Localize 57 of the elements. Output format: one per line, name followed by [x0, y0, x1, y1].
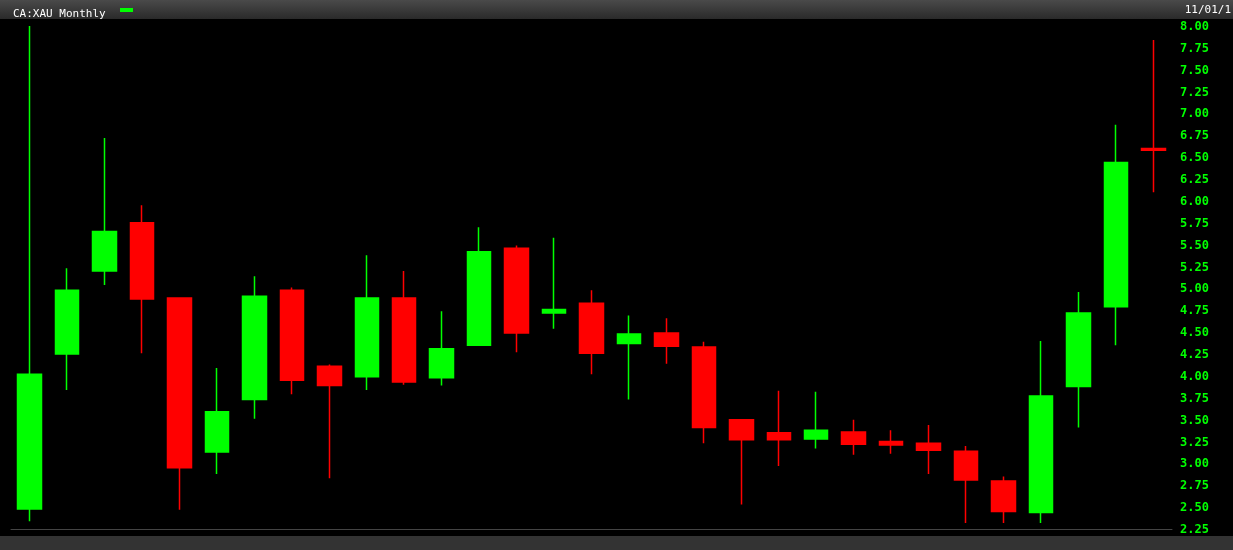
candlestick [1065, 291, 1092, 429]
y-tick-label: 7.00 [1180, 106, 1209, 121]
candlestick [691, 341, 717, 445]
text: 11/01/1 [1184, 3, 1231, 16]
candlestick [391, 270, 417, 386]
y-tick-label: 3.75 [1180, 390, 1209, 405]
y-tick-label: 4.75 [1180, 303, 1209, 318]
y-tick-label: 5.50 [1180, 237, 1209, 252]
y-tick-label: 3.50 [1180, 412, 1209, 427]
candlestick [279, 286, 305, 396]
candlestick [16, 25, 43, 522]
candlestick [129, 204, 155, 354]
candlestick [990, 475, 1017, 524]
y-tick-label: 3.00 [1180, 456, 1209, 471]
candlestick [915, 424, 942, 475]
candlestick [466, 226, 492, 347]
candlestick [766, 390, 792, 467]
y-tick-label: 2.75 [1180, 478, 1209, 493]
y-tick-label: 7.75 [1180, 40, 1209, 55]
y-tick-label: 4.25 [1180, 347, 1209, 362]
y-tick-label: 7.50 [1180, 62, 1209, 77]
y-tick-label: 6.50 [1180, 150, 1209, 165]
candlestick [166, 297, 193, 511]
chart-title: CA:XAU Monthly [13, 7, 107, 20]
y-tick-label: 6.25 [1180, 172, 1209, 187]
candlestick [541, 236, 567, 330]
y-tick-label: 5.75 [1180, 215, 1209, 230]
y-tick-label: 6.00 [1180, 193, 1209, 208]
candlestick [316, 363, 343, 480]
candlestick [616, 314, 642, 401]
y-tick-label: 5.25 [1180, 259, 1209, 274]
candlestick [953, 445, 979, 524]
candlestick [354, 254, 380, 391]
candlestick [503, 244, 530, 354]
y-tick-label: 8.00 [1180, 19, 1209, 33]
candlestick [803, 390, 829, 450]
y-tick-label: 6.75 [1180, 128, 1209, 143]
candlestick [204, 367, 230, 475]
y-tick-label: 3.25 [1180, 434, 1209, 449]
candlestick [878, 429, 904, 455]
y-tick-label: 5.00 [1180, 281, 1209, 296]
y-tick-label: 4.50 [1180, 325, 1209, 340]
candlestick [428, 310, 455, 387]
candlestick [241, 275, 268, 420]
candlestick [728, 418, 755, 506]
candlestick [653, 317, 680, 365]
candlestick [54, 267, 80, 391]
candlestick [1028, 340, 1054, 524]
y-tick-label: 4.00 [1180, 368, 1209, 383]
candlestick [578, 289, 605, 375]
candlestick [1140, 39, 1167, 193]
y-tick-label: 7.25 [1180, 84, 1209, 99]
candlestick [91, 137, 118, 286]
y-tick-label: 2.25 [1180, 522, 1209, 536]
y-tick-label: 2.50 [1180, 500, 1209, 515]
candlestick [1103, 124, 1129, 347]
candlestick [840, 418, 867, 456]
